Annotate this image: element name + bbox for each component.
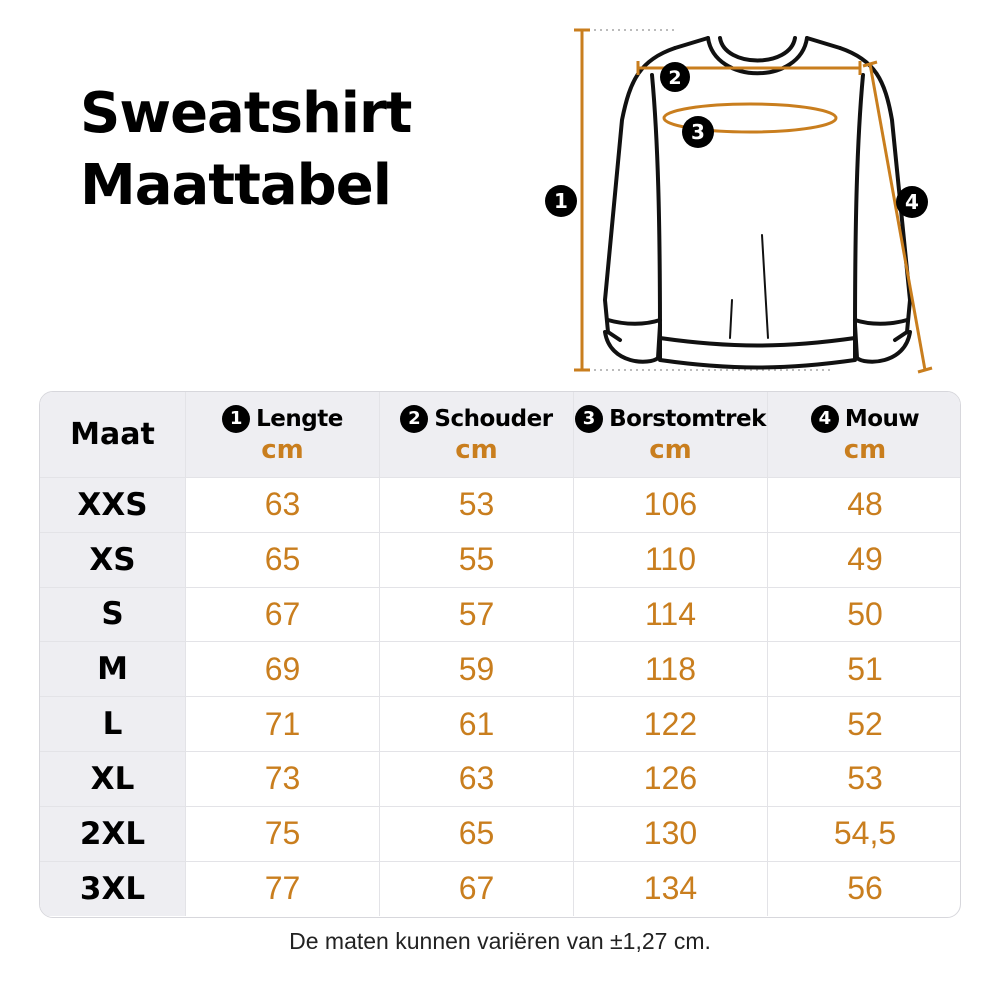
marker-2: 2 <box>660 62 690 92</box>
svg-text:1: 1 <box>554 189 568 213</box>
number-1-icon: 1 <box>222 404 251 433</box>
measurement-cell: 51 <box>768 642 960 698</box>
measurement-cell: 73 <box>186 751 380 807</box>
size-cell: L <box>40 697 186 752</box>
column-unit-length: cm <box>261 434 304 465</box>
measurement-cell: 53 <box>768 752 960 807</box>
size-cell: XL <box>40 751 186 807</box>
svg-text:4: 4 <box>905 190 919 214</box>
sweatshirt-diagram: 1 2 3 4 <box>530 20 950 385</box>
measurement-cell: 130 <box>574 806 768 862</box>
size-cell: XS <box>40 532 186 588</box>
number-3-icon: 3 <box>575 404 604 433</box>
measurement-cell: 63 <box>380 751 574 807</box>
measurement-cell: 61 <box>380 697 574 752</box>
header-size: Maat <box>40 392 186 478</box>
chest-measure-ellipse <box>662 102 838 134</box>
measurement-cell: 49 <box>768 533 960 588</box>
measurement-cell: 55 <box>380 532 574 588</box>
header-chest: 3 Borstomtrek cm <box>574 392 768 478</box>
header-length: 1 Lengte cm <box>186 392 380 478</box>
size-cell: 3XL <box>40 861 186 917</box>
footnote: De maten kunnen variëren van ±1,27 cm. <box>289 928 711 954</box>
size-cell: 2XL <box>40 806 186 862</box>
number-2-icon: 2 <box>400 404 429 433</box>
measurement-cell: 65 <box>186 532 380 588</box>
title-line-1: Sweatshirt <box>80 81 412 146</box>
size-cell: M <box>40 642 186 698</box>
measurement-cell: 54,5 <box>768 807 960 862</box>
page-title: Sweatshirt Maattabel <box>80 78 412 222</box>
column-unit-chest: cm <box>649 434 692 465</box>
header-sleeve: 4 Mouw cm <box>768 392 960 478</box>
measurement-cell: 71 <box>186 697 380 752</box>
marker-4: 4 <box>896 186 928 218</box>
measurement-cell: 118 <box>574 642 768 698</box>
measurement-cell: 59 <box>380 642 574 698</box>
column-unit-sleeve: cm <box>843 434 887 465</box>
measurement-cell: 63 <box>186 478 380 533</box>
svg-text:3: 3 <box>691 120 705 144</box>
measurement-cell: 53 <box>380 478 574 533</box>
size-cell: XXS <box>40 478 186 533</box>
number-4-icon: 4 <box>810 404 839 433</box>
size-column-label: Maat <box>70 417 155 452</box>
measurement-cell: 126 <box>574 751 768 807</box>
measurement-cell: 56 <box>847 870 883 907</box>
size-table: Maat 1 Lengte cm 2 Schouder cm 3 Bors <box>39 391 961 918</box>
measurement-cell: 122 <box>574 697 768 752</box>
column-label-length: Lengte <box>256 405 343 432</box>
measurement-cell: 48 <box>768 478 960 533</box>
measurement-cell: 65 <box>380 806 574 862</box>
measurement-cell: 114 <box>574 587 768 643</box>
sleeve-measure-line <box>862 60 933 374</box>
measurement-cell: 67 <box>186 587 380 643</box>
measurement-cell: 57 <box>380 587 574 643</box>
measurement-cell: 77 <box>186 861 380 917</box>
measurement-cell: 52 <box>768 697 960 752</box>
measurement-cell: 50 <box>768 588 960 643</box>
svg-text:2: 2 <box>668 67 681 89</box>
sweatshirt-outline <box>603 36 912 370</box>
marker-3: 3 <box>682 116 714 148</box>
header-shoulder: 2 Schouder cm <box>380 392 574 478</box>
measurement-cell: 69 <box>186 642 380 698</box>
marker-1: 1 <box>545 185 577 217</box>
measurement-cell: 134 <box>574 861 768 917</box>
column-unit-shoulder: cm <box>455 434 498 465</box>
measurement-cell: 110 <box>574 532 768 588</box>
column-label-sleeve: Mouw <box>844 405 920 432</box>
length-measure-line <box>574 28 590 372</box>
title-line-2: Maattabel <box>80 153 392 218</box>
measurement-cell: 75 <box>186 806 380 862</box>
sweatshirt-illustration: 1 2 3 4 <box>545 28 933 374</box>
column-label-chest: Borstomtrek <box>609 405 766 432</box>
measurement-cell: 106 <box>574 478 768 533</box>
measurement-cell: 67 <box>380 861 574 917</box>
column-label-shoulder: Schouder <box>434 405 553 432</box>
size-cell: S <box>40 587 186 643</box>
